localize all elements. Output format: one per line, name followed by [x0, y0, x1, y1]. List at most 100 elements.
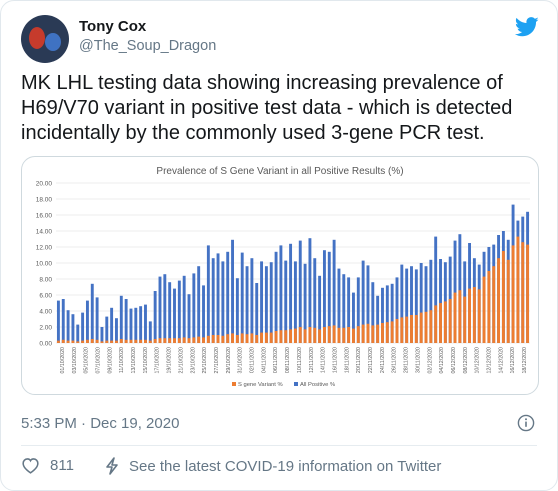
bar-all-positive [303, 263, 307, 343]
bar-all-positive [347, 277, 351, 343]
bar-s-gene-variant [231, 333, 234, 343]
author-name[interactable]: Tony Cox [79, 18, 147, 35]
bar-s-gene-variant [100, 341, 104, 343]
bar-s-gene-variant [245, 334, 249, 343]
tweet-timestamp[interactable]: 5:33 PM · Dec 19, 2020 [21, 415, 180, 432]
bar-all-positive [274, 251, 278, 343]
bar-s-gene-variant [453, 292, 457, 343]
info-icon[interactable] [517, 414, 535, 432]
bar-all-positive [298, 240, 302, 343]
x-tick-label: 06/11/2020 [273, 347, 279, 373]
bar-all-positive [76, 324, 80, 343]
x-tick-label: 20/11/2020 [356, 347, 362, 373]
bar-all-positive [264, 266, 268, 343]
bar-all-positive [279, 245, 283, 343]
bar-s-gene-variant [468, 288, 471, 343]
bar-s-gene-variant [434, 305, 438, 343]
bar-all-positive [206, 245, 210, 343]
bar-all-positive [192, 273, 196, 343]
bar-all-positive [197, 266, 201, 343]
bar-all-positive [168, 282, 172, 343]
bar-s-gene-variant [492, 266, 496, 343]
bar-s-gene-variant [284, 330, 288, 343]
bar-all-positive [424, 266, 428, 343]
y-tick-label: 18.00 [36, 197, 53, 204]
x-tick-label: 06/12/2020 [451, 347, 457, 374]
bar-all-positive [356, 277, 360, 343]
covid-info-link[interactable]: See the latest COVID-19 information on T… [104, 457, 441, 475]
avatar[interactable] [21, 15, 69, 63]
bar-s-gene-variant [255, 335, 259, 343]
tweet-text: MK LHL testing data showing increasing p… [21, 72, 513, 144]
bar-all-positive [177, 280, 181, 343]
bar-s-gene-variant [182, 337, 186, 343]
bar-all-positive [144, 304, 147, 343]
bar-s-gene-variant [477, 289, 481, 343]
bar-s-gene-variant [298, 327, 302, 343]
bar-s-gene-variant [240, 333, 244, 343]
x-tick-label: 02/12/2020 [427, 347, 433, 374]
bar-s-gene-variant [279, 330, 283, 343]
bar-all-positive [56, 300, 60, 343]
avatar-blue-figure [45, 33, 61, 51]
y-tick-label: 2.00 [39, 325, 52, 332]
x-tick-label: 12/12/2020 [487, 347, 493, 374]
like-button[interactable]: 811 [21, 457, 74, 474]
bar-s-gene-variant [144, 339, 147, 343]
x-tick-label: 08/12/2020 [463, 347, 469, 374]
avatar-red-figure [29, 27, 45, 49]
bar-s-gene-variant [56, 340, 60, 343]
covid-info-text: See the latest COVID-19 information on T… [129, 457, 442, 475]
bar-all-positive [289, 243, 293, 343]
bar-all-positive [390, 283, 394, 343]
bar-s-gene-variant [61, 339, 65, 343]
chart-image[interactable]: Prevalence of S Gene Variant in all Posi… [21, 156, 539, 395]
y-tick-label: 16.00 [36, 213, 53, 220]
x-tick-label: 17/10/2020 [155, 347, 161, 374]
y-tick-label: 6.00 [39, 293, 52, 300]
bar-all-positive [85, 300, 89, 343]
x-tick-label: 04/11/2020 [261, 347, 267, 373]
chart-title: Prevalence of S Gene Variant in all Posi… [156, 166, 403, 177]
bar-all-positive [134, 307, 138, 343]
bar-s-gene-variant [148, 340, 152, 343]
like-count: 811 [50, 457, 74, 474]
x-tick-label: 08/11/2020 [285, 347, 291, 373]
bar-s-gene-variant [158, 338, 162, 343]
prevalence-chart: Prevalence of S Gene Variant in all Posi… [36, 166, 530, 388]
bar-s-gene-variant [211, 335, 215, 343]
x-tick-label: 28/11/2020 [404, 347, 410, 373]
twitter-bird-icon[interactable] [515, 17, 539, 37]
bar-all-positive [66, 310, 70, 343]
chart-x-ticks: 01/10/2020 03/10/2020 05/10/2020 07/10/2020… [60, 347, 528, 374]
bar-s-gene-variant [521, 242, 525, 343]
bar-s-gene-variant [177, 338, 181, 343]
bar-s-gene-variant [168, 338, 172, 343]
bar-all-positive [221, 261, 225, 343]
legend-label: S gene Variant % [238, 382, 283, 388]
x-tick-label: 04/12/2020 [439, 347, 445, 374]
bar-s-gene-variant [381, 323, 384, 343]
bar-s-gene-variant [264, 332, 268, 343]
bar-s-gene-variant [85, 339, 89, 343]
bar-all-positive [342, 274, 346, 343]
bar-s-gene-variant [134, 339, 138, 343]
bar-all-positive [250, 258, 254, 343]
x-tick-label: 07/10/2020 [95, 347, 101, 374]
bar-s-gene-variant [506, 259, 510, 343]
bar-all-positive [231, 239, 234, 343]
author-handle[interactable]: @The_Soup_Dragon [79, 38, 217, 54]
bar-s-gene-variant [173, 338, 176, 343]
bar-all-positive [255, 283, 259, 343]
x-tick-label: 01/10/2020 [60, 347, 66, 374]
bar-all-positive [352, 292, 355, 343]
bar-all-positive [376, 295, 380, 343]
bar-s-gene-variant [395, 319, 399, 343]
x-tick-label: 23/10/2020 [190, 347, 196, 374]
bar-s-gene-variant [376, 324, 380, 343]
legend-label: All Positive % [300, 382, 335, 388]
y-tick-label: 14.00 [36, 229, 53, 236]
bar-all-positive [405, 268, 409, 343]
bar-s-gene-variant [322, 327, 326, 343]
